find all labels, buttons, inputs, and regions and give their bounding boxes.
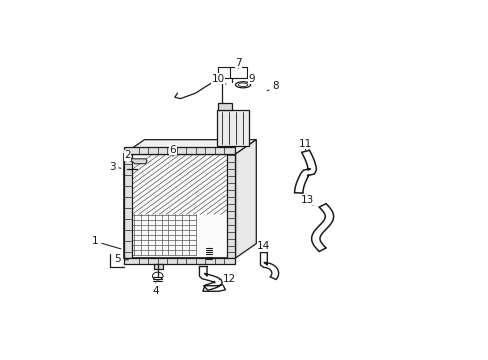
Polygon shape — [123, 147, 235, 154]
Polygon shape — [123, 154, 132, 258]
Text: 1: 1 — [92, 237, 121, 249]
Polygon shape — [235, 140, 256, 258]
Text: 6: 6 — [169, 145, 176, 156]
Polygon shape — [218, 103, 231, 110]
Text: 9: 9 — [247, 74, 254, 85]
Text: 11: 11 — [298, 139, 311, 150]
Polygon shape — [131, 159, 147, 164]
Circle shape — [167, 148, 178, 156]
Polygon shape — [226, 154, 235, 258]
Text: 4: 4 — [152, 283, 159, 296]
Polygon shape — [123, 140, 256, 154]
Text: 2: 2 — [124, 150, 131, 162]
Text: 3: 3 — [109, 162, 121, 172]
Polygon shape — [123, 154, 235, 258]
Text: 14: 14 — [257, 241, 270, 252]
Circle shape — [134, 166, 142, 172]
Circle shape — [135, 159, 141, 163]
Text: 7: 7 — [235, 58, 241, 68]
Polygon shape — [216, 110, 248, 146]
Text: 5: 5 — [114, 255, 128, 264]
Polygon shape — [123, 258, 235, 264]
Text: 8: 8 — [267, 81, 278, 91]
Text: 12: 12 — [219, 274, 236, 284]
Text: 13: 13 — [300, 195, 313, 205]
Polygon shape — [154, 264, 163, 269]
Text: 10: 10 — [211, 74, 225, 84]
Circle shape — [166, 155, 179, 163]
